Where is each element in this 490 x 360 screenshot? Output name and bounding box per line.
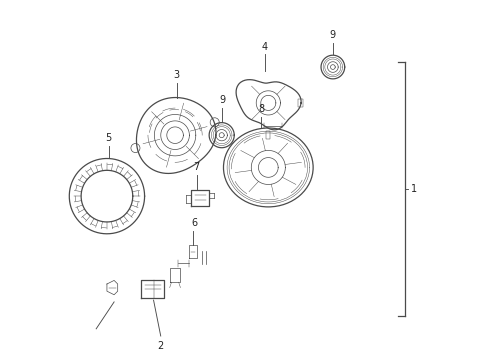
Text: 9: 9: [330, 30, 336, 40]
Text: 9: 9: [220, 95, 225, 105]
Text: 1: 1: [411, 184, 417, 194]
Text: 2: 2: [158, 341, 164, 351]
Bar: [266, 131, 270, 139]
Text: 3: 3: [174, 69, 180, 80]
Text: 6: 6: [191, 219, 197, 228]
Text: 5: 5: [106, 133, 112, 143]
Bar: [298, 99, 303, 107]
Text: 7: 7: [194, 162, 200, 172]
Text: 4: 4: [262, 42, 268, 51]
Text: 8: 8: [258, 104, 264, 114]
